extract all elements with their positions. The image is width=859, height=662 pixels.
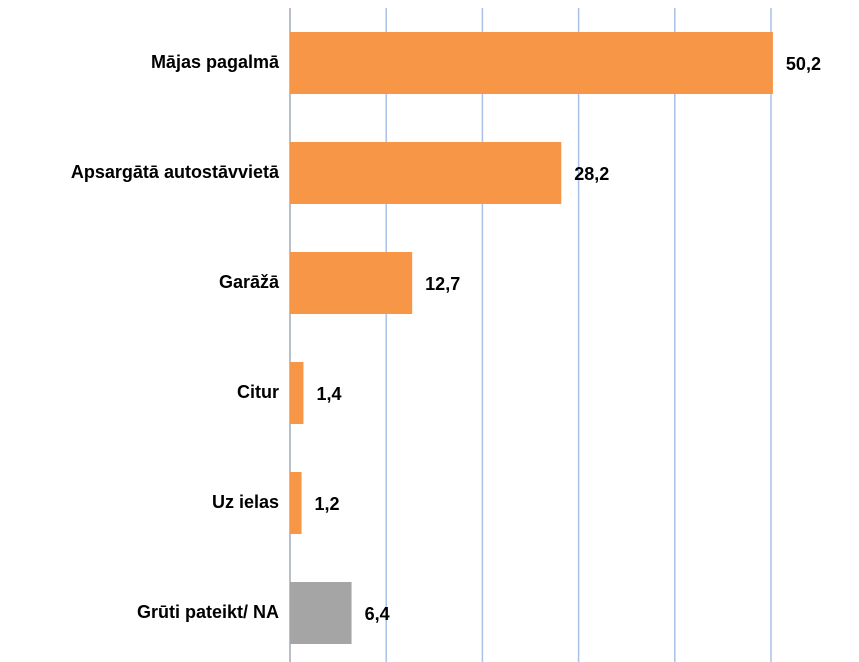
y-tick-label: Apsargātā autostāvvietā	[71, 162, 280, 182]
bar	[290, 362, 304, 424]
bar	[290, 582, 352, 644]
y-tick-label: Garāžā	[219, 272, 280, 292]
y-tick-label: Citur	[237, 382, 279, 402]
value-label: 1,4	[316, 384, 341, 404]
value-label: 1,2	[315, 494, 340, 514]
value-label: 6,4	[365, 604, 390, 624]
bar	[290, 32, 773, 94]
value-label: 50,2	[786, 54, 821, 74]
y-tick-label: Uz ielas	[212, 492, 279, 512]
value-label: 28,2	[574, 164, 609, 184]
bar	[290, 252, 413, 314]
y-tick-label: Grūti pateikt/ NA	[137, 602, 279, 622]
value-label: 12,7	[425, 274, 460, 294]
bar	[290, 472, 302, 534]
y-tick-label: Mājas pagalmā	[151, 52, 280, 72]
bar	[290, 142, 562, 204]
